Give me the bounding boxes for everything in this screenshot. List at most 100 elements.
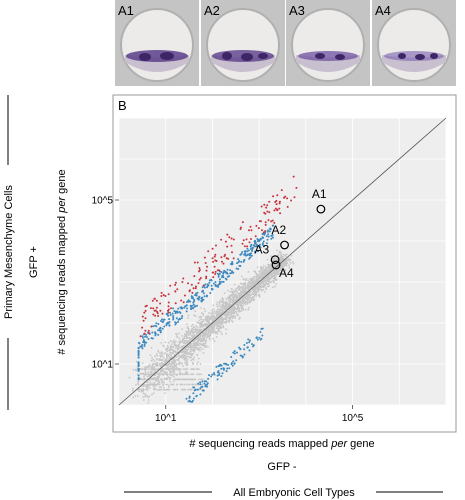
data-point <box>215 365 218 368</box>
embryo-drawing <box>372 0 456 86</box>
data-point <box>160 342 163 344</box>
data-point <box>272 286 274 289</box>
data-point <box>199 336 202 339</box>
data-point <box>216 272 219 275</box>
data-point <box>197 361 200 363</box>
data-point <box>187 346 190 349</box>
data-point <box>247 249 250 252</box>
data-point <box>200 307 203 309</box>
data-point <box>248 349 251 352</box>
data-point <box>184 368 187 370</box>
data-point <box>185 336 188 339</box>
data-point <box>207 323 210 326</box>
data-point <box>213 373 216 376</box>
data-point <box>206 320 209 323</box>
data-point <box>221 306 224 308</box>
data-point <box>147 329 150 332</box>
data-point <box>134 368 137 371</box>
data-point <box>154 370 157 373</box>
data-point <box>236 351 238 354</box>
data-point <box>231 251 233 254</box>
data-point <box>177 359 180 361</box>
data-point <box>178 354 180 357</box>
data-point <box>215 313 218 315</box>
data-point <box>249 279 252 282</box>
data-point <box>148 395 151 398</box>
data-point <box>240 309 243 312</box>
data-point <box>255 287 258 289</box>
data-point <box>244 279 247 282</box>
data-point <box>221 320 224 322</box>
data-point <box>186 323 188 325</box>
data-point <box>261 229 263 232</box>
data-point <box>220 256 223 259</box>
data-point <box>218 318 221 321</box>
data-point <box>227 312 230 314</box>
data-point <box>219 308 222 311</box>
data-point <box>214 253 217 256</box>
data-point <box>159 352 161 354</box>
data-point <box>176 373 179 376</box>
data-point <box>231 317 234 320</box>
data-point <box>208 337 211 339</box>
data-point <box>249 256 252 259</box>
data-point <box>248 299 251 302</box>
data-point <box>178 363 181 366</box>
data-point <box>260 205 263 208</box>
data-point <box>140 345 143 348</box>
data-point <box>165 359 168 362</box>
data-point <box>144 305 147 308</box>
data-point <box>262 279 265 282</box>
data-point <box>246 287 249 289</box>
data-point <box>146 366 149 369</box>
data-point <box>203 382 206 385</box>
data-point <box>161 368 164 370</box>
data-point <box>205 277 208 280</box>
data-point <box>161 318 163 321</box>
data-point <box>230 272 233 274</box>
data-point <box>144 368 147 370</box>
data-point <box>178 345 180 348</box>
data-point <box>214 259 217 262</box>
data-point <box>183 333 186 335</box>
data-point <box>151 299 154 302</box>
data-point <box>171 343 173 345</box>
data-point <box>192 353 194 355</box>
data-point <box>202 314 205 317</box>
data-point <box>225 370 228 373</box>
data-point <box>137 356 140 359</box>
data-point <box>144 329 147 332</box>
data-point <box>255 243 258 246</box>
data-point <box>179 346 182 349</box>
data-point <box>150 347 153 349</box>
data-point <box>242 307 244 310</box>
data-point <box>192 307 194 310</box>
data-point <box>177 318 180 321</box>
data-point <box>147 332 150 335</box>
data-point <box>258 273 260 275</box>
data-point <box>267 277 270 280</box>
data-point <box>225 321 227 324</box>
data-point <box>200 337 203 340</box>
data-point <box>163 318 166 321</box>
data-point <box>268 274 270 277</box>
data-point <box>253 298 255 301</box>
data-point <box>192 378 194 381</box>
data-point <box>279 212 282 215</box>
data-point <box>217 285 220 288</box>
data-point <box>232 305 235 308</box>
data-point <box>286 262 288 265</box>
data-point <box>203 345 206 348</box>
data-point <box>142 373 145 376</box>
data-point <box>239 282 242 285</box>
data-point <box>248 241 251 244</box>
y-condition-label: GFP + <box>28 246 40 278</box>
data-point <box>226 272 229 275</box>
data-point <box>141 378 144 381</box>
data-point <box>163 388 166 391</box>
data-point <box>235 267 238 270</box>
data-point <box>144 370 147 373</box>
data-point <box>173 342 176 345</box>
data-point <box>171 352 174 354</box>
